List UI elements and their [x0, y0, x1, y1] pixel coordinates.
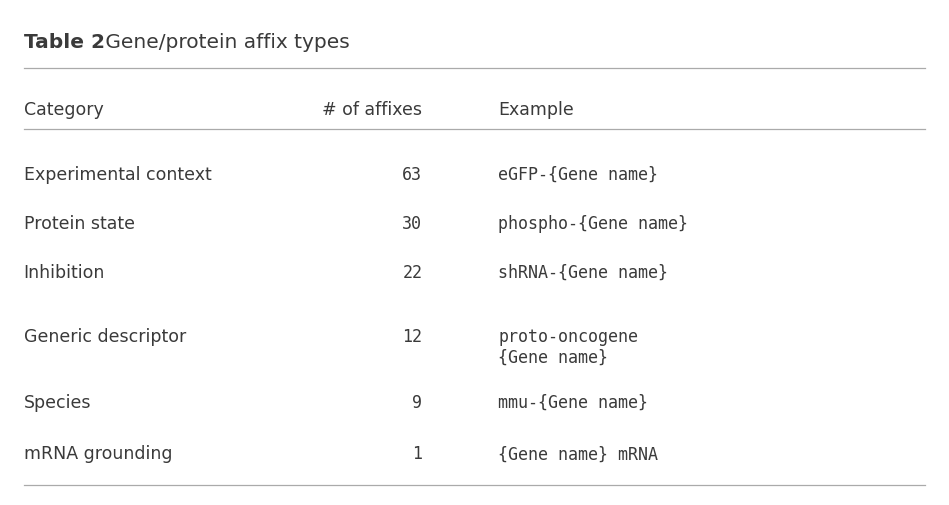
Text: phospho-{Gene name}: phospho-{Gene name} — [498, 215, 688, 233]
Text: 12: 12 — [402, 328, 422, 346]
Text: 30: 30 — [402, 215, 422, 233]
Text: 22: 22 — [402, 264, 422, 282]
Text: Example: Example — [498, 101, 574, 119]
Text: Protein state: Protein state — [24, 215, 135, 233]
Text: Inhibition: Inhibition — [24, 264, 105, 282]
Text: 63: 63 — [402, 166, 422, 184]
Text: # of affixes: # of affixes — [323, 101, 422, 119]
Text: 1: 1 — [412, 445, 422, 464]
Text: Gene/protein affix types: Gene/protein affix types — [99, 33, 349, 52]
Text: mRNA grounding: mRNA grounding — [24, 445, 172, 464]
Text: Table 2: Table 2 — [24, 33, 104, 52]
Text: Species: Species — [24, 394, 91, 412]
Text: Generic descriptor: Generic descriptor — [24, 328, 186, 346]
Text: Category: Category — [24, 101, 103, 119]
Text: 9: 9 — [412, 394, 422, 412]
Text: eGFP-{Gene name}: eGFP-{Gene name} — [498, 166, 659, 184]
Text: Experimental context: Experimental context — [24, 166, 212, 184]
Text: shRNA-{Gene name}: shRNA-{Gene name} — [498, 264, 668, 282]
Text: mmu-{Gene name}: mmu-{Gene name} — [498, 394, 648, 412]
Text: {Gene name} mRNA: {Gene name} mRNA — [498, 445, 659, 464]
Text: proto-oncogene
{Gene name}: proto-oncogene {Gene name} — [498, 328, 639, 367]
